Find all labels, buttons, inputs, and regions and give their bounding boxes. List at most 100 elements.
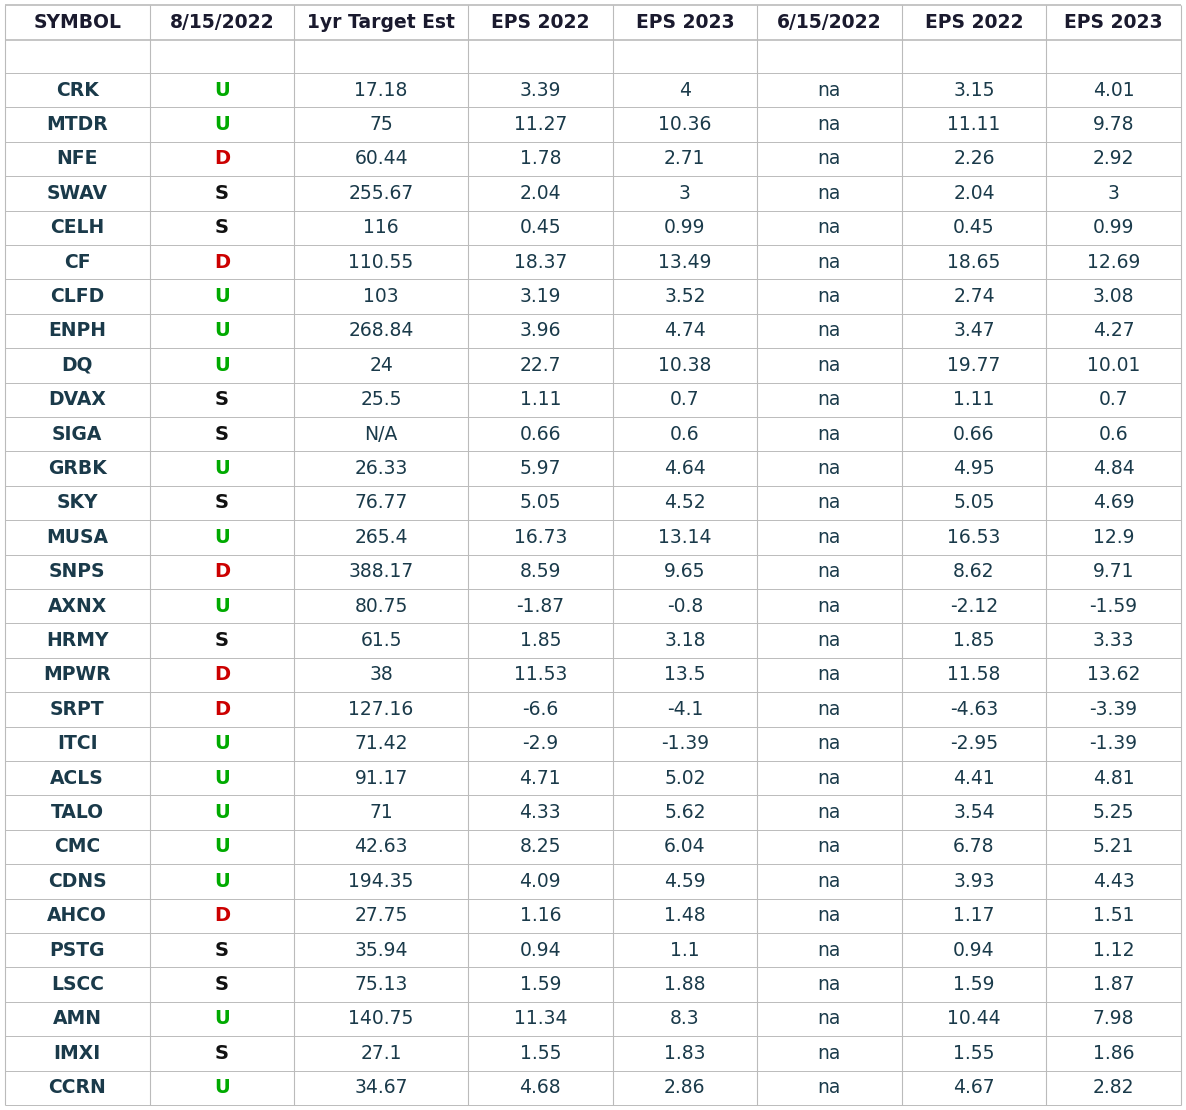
Text: -6.6: -6.6 [522,700,559,719]
Text: 4.74: 4.74 [664,322,706,341]
Text: U: U [213,460,230,478]
Text: U: U [213,804,230,823]
Text: 42.63: 42.63 [355,838,408,857]
Text: 4.71: 4.71 [519,769,561,788]
Text: 10.38: 10.38 [658,356,712,375]
Text: U: U [213,81,230,100]
Text: ACLS: ACLS [50,769,104,788]
Text: MTDR: MTDR [46,115,108,134]
Text: 11.34: 11.34 [514,1009,567,1029]
Text: 13.14: 13.14 [658,528,712,547]
Text: 388.17: 388.17 [349,563,414,582]
Text: -3.39: -3.39 [1090,700,1137,719]
Text: 17.18: 17.18 [355,81,408,100]
Text: HRMY: HRMY [46,632,109,650]
Text: D: D [213,563,230,582]
Text: 4.67: 4.67 [954,1078,995,1098]
Text: na: na [817,494,841,513]
Text: 127.16: 127.16 [349,700,414,719]
Text: 0.6: 0.6 [1098,425,1128,444]
Text: 3.96: 3.96 [519,322,561,341]
Text: 2.82: 2.82 [1092,1078,1134,1098]
Text: 13.62: 13.62 [1086,666,1140,685]
Text: na: na [817,597,841,616]
Text: 71.42: 71.42 [355,735,408,754]
Text: D: D [213,666,230,685]
Text: 0.66: 0.66 [954,425,995,444]
Text: CF: CF [64,253,90,272]
Text: na: na [817,769,841,788]
Text: na: na [817,287,841,306]
Text: 12.9: 12.9 [1092,528,1134,547]
Text: 2.86: 2.86 [664,1078,706,1098]
Text: na: na [817,356,841,375]
Text: 4.68: 4.68 [519,1078,561,1098]
Text: 10.44: 10.44 [948,1009,1001,1029]
Text: 0.6: 0.6 [670,425,700,444]
Text: 3.33: 3.33 [1092,632,1134,650]
Text: IMXI: IMXI [53,1043,101,1063]
Text: AXNX: AXNX [47,597,107,616]
Text: TALO: TALO [51,804,104,823]
Text: 0.45: 0.45 [519,219,561,238]
Text: 60.44: 60.44 [355,150,408,169]
Text: 34.67: 34.67 [355,1078,408,1098]
Text: 0.45: 0.45 [954,219,995,238]
Text: 0.99: 0.99 [1092,219,1134,238]
Text: na: na [817,700,841,719]
Text: 10.01: 10.01 [1086,356,1140,375]
Text: 3.18: 3.18 [664,632,706,650]
Text: 1.59: 1.59 [954,975,995,995]
Text: U: U [213,838,230,857]
Text: S: S [215,184,229,203]
Text: 71: 71 [369,804,393,823]
Text: ENPH: ENPH [49,322,107,341]
Text: 25.5: 25.5 [361,391,402,410]
Text: 4.43: 4.43 [1092,871,1135,891]
Text: 38: 38 [369,666,393,685]
Text: na: na [817,460,841,478]
Text: S: S [215,494,229,513]
Text: U: U [213,287,230,306]
Text: 5.97: 5.97 [519,460,561,478]
Text: 18.65: 18.65 [948,253,1001,272]
Text: 11.11: 11.11 [948,115,1001,134]
Text: LSCC: LSCC [51,975,104,995]
Text: 3: 3 [678,184,690,203]
Text: 116: 116 [363,219,398,238]
Text: CRK: CRK [56,81,98,100]
Text: 5.02: 5.02 [664,769,706,788]
Text: 1.11: 1.11 [954,391,995,410]
Text: 75: 75 [369,115,393,134]
Text: 13.5: 13.5 [664,666,706,685]
Text: S: S [215,391,229,410]
Text: 4.27: 4.27 [1092,322,1135,341]
Text: S: S [215,940,229,960]
Text: 0.66: 0.66 [519,425,561,444]
Text: -2.12: -2.12 [950,597,999,616]
Text: 265.4: 265.4 [355,528,408,547]
Text: 140.75: 140.75 [349,1009,414,1029]
Text: 3.08: 3.08 [1092,287,1134,306]
Text: 0.94: 0.94 [519,940,561,960]
Text: S: S [215,219,229,238]
Text: 3.54: 3.54 [954,804,995,823]
Text: U: U [213,1078,230,1098]
Text: 194.35: 194.35 [349,871,414,891]
Text: 3.19: 3.19 [519,287,561,306]
Text: 3.93: 3.93 [954,871,995,891]
Text: 80.75: 80.75 [355,597,408,616]
Text: 1.12: 1.12 [1092,940,1134,960]
Text: S: S [215,425,229,444]
Text: U: U [213,356,230,375]
Text: GRBK: GRBK [47,460,107,478]
Text: 2.04: 2.04 [519,184,561,203]
Text: 3.15: 3.15 [954,81,995,100]
Text: U: U [213,115,230,134]
Text: PSTG: PSTG [50,940,106,960]
Text: 6.04: 6.04 [664,838,706,857]
Text: U: U [213,871,230,891]
Text: 75.13: 75.13 [355,975,408,995]
Text: 110.55: 110.55 [349,253,414,272]
Text: 9.65: 9.65 [664,563,706,582]
